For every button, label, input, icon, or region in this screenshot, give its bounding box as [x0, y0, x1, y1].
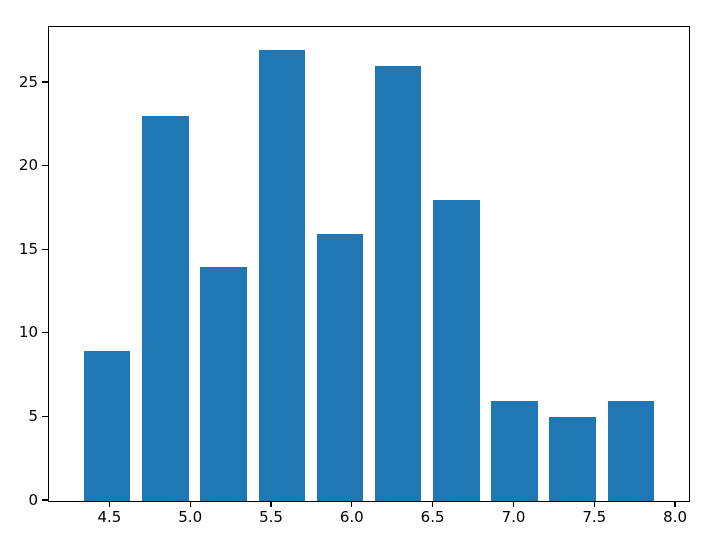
x-tick-label-7.0: 7.0: [501, 508, 526, 526]
y-tick-0: [42, 499, 48, 501]
x-tick-label-7.5: 7.5: [582, 508, 607, 526]
bar-bin-3: [258, 49, 305, 501]
x-tick-label-6.5: 6.5: [420, 508, 445, 526]
y-tick-10: [42, 332, 48, 334]
bar-bin-8: [549, 417, 596, 501]
y-tick-25: [42, 81, 48, 83]
y-tick-label-25: 25: [18, 72, 38, 91]
x-tick-6.0: [351, 501, 353, 507]
bar-bin-2: [200, 266, 247, 501]
y-tick-label-20: 20: [18, 156, 38, 175]
bar-bin-1: [142, 116, 189, 501]
y-tick-5: [42, 415, 48, 418]
x-tick-7.0: [512, 501, 515, 507]
x-tick-label-5.5: 5.5: [259, 508, 283, 526]
bar-bin-9: [607, 400, 654, 501]
x-tick-label-5.0: 5.0: [178, 508, 203, 526]
bar-bin-4: [316, 233, 364, 501]
y-tick-label-10: 10: [18, 323, 38, 342]
x-tick-6.5: [431, 501, 434, 507]
x-tick-label-4.5: 4.5: [97, 508, 122, 526]
bar-bin-7: [491, 400, 538, 501]
x-tick-label-6.0: 6.0: [339, 508, 364, 526]
x-tick-5.0: [189, 501, 191, 507]
bar-bin-0: [83, 350, 131, 501]
y-tick-15: [42, 248, 48, 250]
x-tick-8.0: [674, 501, 676, 507]
y-tick-label-0: 0: [28, 490, 38, 509]
y-tick-label-15: 15: [18, 239, 38, 258]
y-tick-20: [42, 164, 48, 167]
bars-container: [49, 27, 689, 501]
x-tick-7.5: [593, 501, 595, 507]
y-tick-label-5: 5: [28, 406, 38, 425]
bar-bin-5: [374, 66, 422, 501]
bar-bin-6: [433, 200, 480, 501]
x-tick-label-8.0: 8.0: [663, 508, 688, 526]
plot-area: [48, 26, 690, 502]
x-tick-4.5: [108, 501, 111, 507]
x-tick-5.5: [270, 501, 272, 507]
